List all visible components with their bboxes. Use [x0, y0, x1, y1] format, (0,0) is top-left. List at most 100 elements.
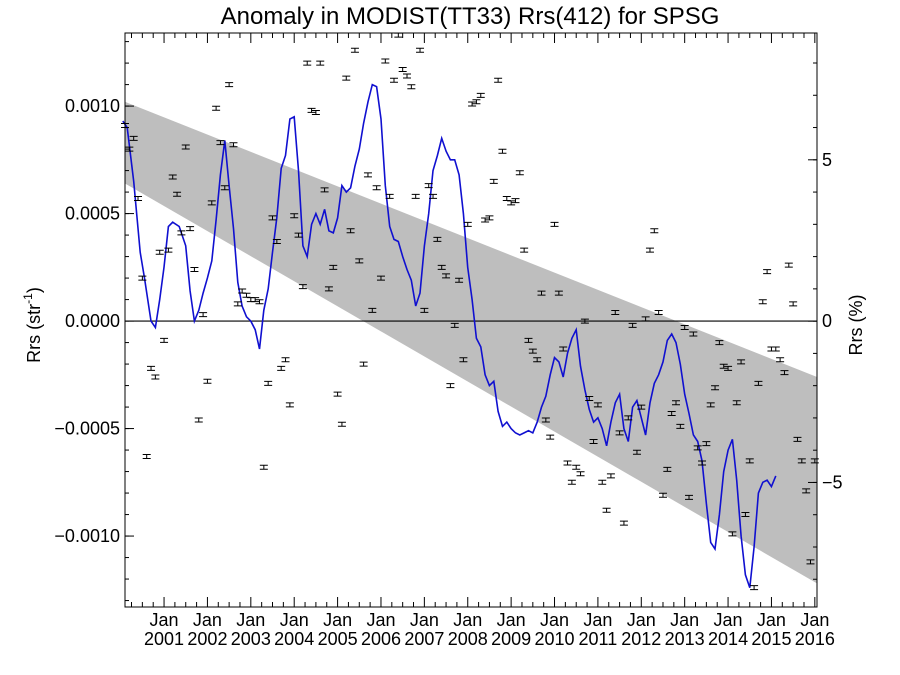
x-tick-month: Jan [280, 610, 309, 630]
data-point [494, 77, 503, 83]
trend-band [125, 101, 817, 584]
data-point [693, 445, 702, 451]
data-point [654, 309, 663, 315]
data-point [615, 430, 624, 436]
data-point [450, 322, 459, 328]
data-point [576, 471, 585, 477]
data-point [507, 200, 516, 206]
data-point [420, 307, 429, 313]
data-point [151, 374, 160, 380]
data-point [667, 411, 676, 417]
data-point [255, 299, 264, 305]
data-point [298, 284, 307, 290]
data-point [645, 247, 654, 253]
data-point [563, 460, 572, 466]
data-point [346, 228, 355, 234]
x-tick-year: 2003 [231, 629, 271, 649]
smoothed-line [122, 83, 777, 588]
data-point [580, 318, 589, 324]
data-point [559, 346, 568, 352]
data-point [619, 520, 628, 526]
data-point [593, 402, 602, 408]
data-point [342, 75, 351, 81]
data-point [433, 236, 442, 242]
x-tick-month: Jan [627, 610, 656, 630]
data-point [524, 337, 533, 343]
data-point [732, 400, 741, 406]
data-point [776, 357, 785, 363]
x-tick-year: 2008 [448, 629, 488, 649]
data-point [403, 73, 412, 79]
data-point [698, 460, 707, 466]
data-point [363, 172, 372, 178]
data-point [446, 383, 455, 389]
y-axis-label-right: Rrs (%) [846, 295, 866, 356]
data-point [359, 361, 368, 367]
data-point [173, 191, 182, 197]
data-point [186, 226, 195, 232]
data-point [624, 415, 633, 421]
data-point [181, 144, 190, 150]
data-point [199, 312, 208, 318]
data-point [463, 221, 472, 227]
x-tick-month: Jan [410, 610, 439, 630]
x-tick-month: Jan [757, 610, 786, 630]
data-point [381, 58, 390, 64]
data-point [190, 266, 199, 272]
data-point [572, 464, 581, 470]
data-point [225, 82, 234, 88]
data-point [229, 142, 238, 148]
data-point [233, 301, 242, 307]
data-point [134, 196, 143, 202]
data-point [160, 337, 169, 343]
x-tick-year: 2013 [665, 629, 705, 649]
x-tick-month: Jan [323, 610, 352, 630]
data-point [251, 297, 260, 303]
data-point [376, 275, 385, 281]
data-point [129, 135, 138, 141]
data-point [220, 185, 229, 191]
data-point [632, 449, 641, 455]
data-point [724, 365, 733, 371]
data-point [212, 105, 221, 111]
data-point [641, 316, 650, 322]
data-point [350, 47, 359, 53]
data-point [515, 170, 524, 176]
data-point [264, 380, 273, 386]
data-point [554, 290, 563, 296]
data-point [138, 275, 147, 281]
data-point [485, 215, 494, 221]
data-point [285, 402, 294, 408]
x-tick-month: Jan [800, 610, 829, 630]
data-point [797, 458, 806, 464]
data-point [242, 292, 251, 298]
data-point [741, 512, 750, 518]
data-point [789, 301, 798, 307]
data-point [411, 193, 420, 199]
data-point [459, 357, 468, 363]
data-point [329, 264, 338, 270]
data-point [585, 395, 594, 401]
data-point [784, 262, 793, 268]
x-tick-year: 2007 [404, 629, 444, 649]
data-point [771, 346, 780, 352]
data-point [689, 331, 698, 337]
data-point [550, 221, 559, 227]
data-point [658, 492, 667, 498]
data-point [606, 473, 615, 479]
data-point [307, 107, 316, 113]
data-point [455, 277, 464, 283]
data-point [611, 309, 620, 315]
data-point [533, 357, 542, 363]
data-point [125, 146, 134, 152]
x-tick-year: 2011 [579, 629, 618, 649]
data-point [355, 258, 364, 264]
data-point [598, 479, 607, 485]
data-point [407, 84, 416, 90]
data-point [216, 140, 225, 146]
data-point [719, 363, 728, 369]
x-tick-year: 2004 [274, 629, 314, 649]
data-point [268, 215, 277, 221]
data-point [164, 247, 173, 253]
